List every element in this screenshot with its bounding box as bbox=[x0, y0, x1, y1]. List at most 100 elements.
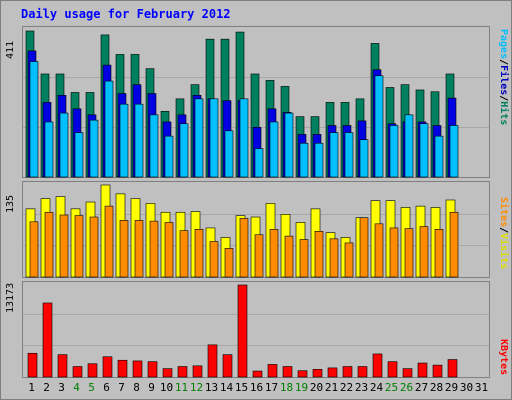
kbytes-bar-day-2: 10600 bbox=[42, 302, 53, 378]
sites-bar-day-18: 60 bbox=[284, 235, 294, 278]
pages-bar-day-21: 125 bbox=[329, 132, 339, 178]
pages-bar-day-22: 125 bbox=[344, 132, 354, 178]
kbytes-bar-day-16: 850 bbox=[252, 370, 263, 378]
kbytes-bar-day-19: 900 bbox=[297, 370, 308, 378]
kbytes-bar-day-6: 2900 bbox=[102, 356, 113, 378]
legend-kbytes: KBytes bbox=[498, 339, 509, 376]
day-label-2: 2 bbox=[43, 381, 50, 394]
pages-bar-day-12: 220 bbox=[194, 98, 204, 178]
pages-bar-day-24: 285 bbox=[374, 75, 384, 178]
day-label-3: 3 bbox=[58, 381, 65, 394]
kbytes-bar-day-18: 1500 bbox=[282, 366, 293, 378]
day-label-28: 28 bbox=[429, 381, 444, 394]
pages-bar-day-26: 175 bbox=[404, 114, 414, 178]
sites-bar-day-9: 82 bbox=[149, 220, 159, 278]
sites-bar-day-20: 67 bbox=[314, 231, 324, 278]
pages-bar-day-8: 205 bbox=[134, 103, 144, 178]
kbytes-bar-day-29: 2500 bbox=[447, 359, 458, 378]
sites-bar-day-26: 71 bbox=[404, 228, 414, 278]
hits-files-pages-plot: 4113553252902101552902301802381921252381… bbox=[23, 30, 489, 178]
sites-bar-day-23: 87 bbox=[359, 217, 369, 278]
day-label-30: 30 bbox=[459, 381, 474, 394]
sites-bar-day-16: 62 bbox=[254, 234, 264, 278]
kbytes-bar-day-3: 3200 bbox=[57, 354, 68, 378]
day-label-7: 7 bbox=[118, 381, 125, 394]
legend-hits: Hits bbox=[498, 101, 509, 126]
pages-bar-day-15: 220 bbox=[239, 98, 249, 178]
day-label-31: 31 bbox=[474, 381, 489, 394]
day-label-19: 19 bbox=[294, 381, 309, 394]
visits-sites-plot: 1008111595118911009011088135104122831158… bbox=[23, 184, 489, 278]
sites-bar-day-10: 80 bbox=[164, 222, 174, 278]
visits-sites-panel: 1008111595118911009011088135104122831158… bbox=[22, 181, 490, 278]
sites-bar-day-12: 70 bbox=[194, 228, 204, 278]
kbytes-bar-day-15: 13173 bbox=[237, 284, 248, 378]
kbytes-bar-day-5: 1900 bbox=[87, 363, 98, 378]
sites-bar-day-2: 95 bbox=[44, 211, 54, 278]
day-label-27: 27 bbox=[414, 381, 429, 394]
kbytes-bar-day-20: 1100 bbox=[312, 369, 323, 378]
kbytes-bar-day-11: 1500 bbox=[177, 366, 188, 378]
kbytes-bar-day-12: 1600 bbox=[192, 365, 203, 378]
sites-bar-day-13: 52 bbox=[209, 241, 219, 278]
pages-bar-day-6: 270 bbox=[104, 80, 114, 178]
pages-bar-day-11: 150 bbox=[179, 123, 189, 178]
kbytes-bar-day-14: 3200 bbox=[222, 354, 233, 378]
sites-bar-day-3: 91 bbox=[59, 214, 69, 278]
sites-bar-day-6: 104 bbox=[104, 205, 114, 278]
sites-bar-day-1: 81 bbox=[29, 221, 39, 278]
pages-bar-day-10: 115 bbox=[164, 135, 174, 178]
kbytes-bar-day-22: 1500 bbox=[342, 366, 353, 378]
kbytes-bar-day-17: 1800 bbox=[267, 364, 278, 378]
day-label-17: 17 bbox=[264, 381, 279, 394]
pages-bar-day-2: 155 bbox=[44, 121, 54, 178]
hits-files-pages-panel: 4113553252902101552902301802381921252381… bbox=[22, 26, 490, 178]
day-label-22: 22 bbox=[339, 381, 354, 394]
day-label-29: 29 bbox=[444, 381, 459, 394]
sites-bar-day-19: 55 bbox=[299, 239, 309, 278]
day-label-6: 6 bbox=[103, 381, 110, 394]
day-label-12: 12 bbox=[189, 381, 204, 394]
day-label-20: 20 bbox=[309, 381, 324, 394]
pages-bar-day-23: 105 bbox=[359, 139, 369, 178]
kbytes-bar-day-26: 1200 bbox=[402, 368, 413, 378]
sites-bar-day-5: 88 bbox=[89, 216, 99, 278]
visits-ymax-label: 135 bbox=[5, 194, 16, 213]
day-label-10: 10 bbox=[159, 381, 174, 394]
kbytes-bar-day-21: 1300 bbox=[327, 367, 338, 378]
day-label-9: 9 bbox=[148, 381, 155, 394]
kbytes-panel: 3400 10600 3200 1500 1900 2900 2400 2300 2200 120… bbox=[22, 281, 490, 378]
pages-bar-day-28: 115 bbox=[434, 135, 444, 178]
pages-bar-day-27: 150 bbox=[419, 123, 429, 178]
legend-visits: Visits bbox=[498, 233, 509, 270]
pages-bar-day-14: 130 bbox=[224, 130, 234, 178]
day-label-18: 18 bbox=[279, 381, 294, 394]
legend-files: Files bbox=[498, 65, 509, 96]
kbytes-bar-day-9: 2200 bbox=[147, 361, 158, 378]
day-label-8: 8 bbox=[133, 381, 140, 394]
legend-pages: Pages bbox=[498, 29, 509, 60]
kbytes-bar-day-10: 1200 bbox=[162, 368, 173, 378]
pages-bar-day-20: 95 bbox=[314, 142, 324, 178]
sites-bar-day-11: 68 bbox=[179, 230, 189, 278]
day-label-15: 15 bbox=[234, 381, 249, 394]
kbytes-bar-day-1: 3400 bbox=[27, 352, 38, 378]
pages-bar-day-18: 180 bbox=[284, 112, 294, 178]
pages-bar-day-5: 160 bbox=[89, 119, 99, 178]
day-label-21: 21 bbox=[324, 381, 339, 394]
day-label-14: 14 bbox=[219, 381, 234, 394]
chart-title: Daily usage for February 2012 bbox=[21, 7, 231, 21]
day-label-5: 5 bbox=[88, 381, 95, 394]
day-label-13: 13 bbox=[204, 381, 219, 394]
kbytes-ymax-label: 13173 bbox=[5, 282, 16, 313]
kbytes-bar-day-25: 2200 bbox=[387, 361, 398, 378]
day-axis: 1 2 3 4 5 6 7 8 9 10 11 12 13 14 15 16 17 18 19 20 21 22 23 24 2… bbox=[22, 381, 490, 395]
day-label-26: 26 bbox=[399, 381, 414, 394]
sites-bar-day-15: 86 bbox=[239, 218, 249, 278]
day-label-11: 11 bbox=[174, 381, 189, 394]
sites-bar-day-21: 56 bbox=[329, 238, 339, 278]
pages-bar-day-9: 175 bbox=[149, 114, 159, 178]
pages-bar-day-7: 205 bbox=[119, 103, 129, 178]
sites-bar-day-24: 78 bbox=[374, 223, 384, 278]
day-label-23: 23 bbox=[354, 381, 369, 394]
